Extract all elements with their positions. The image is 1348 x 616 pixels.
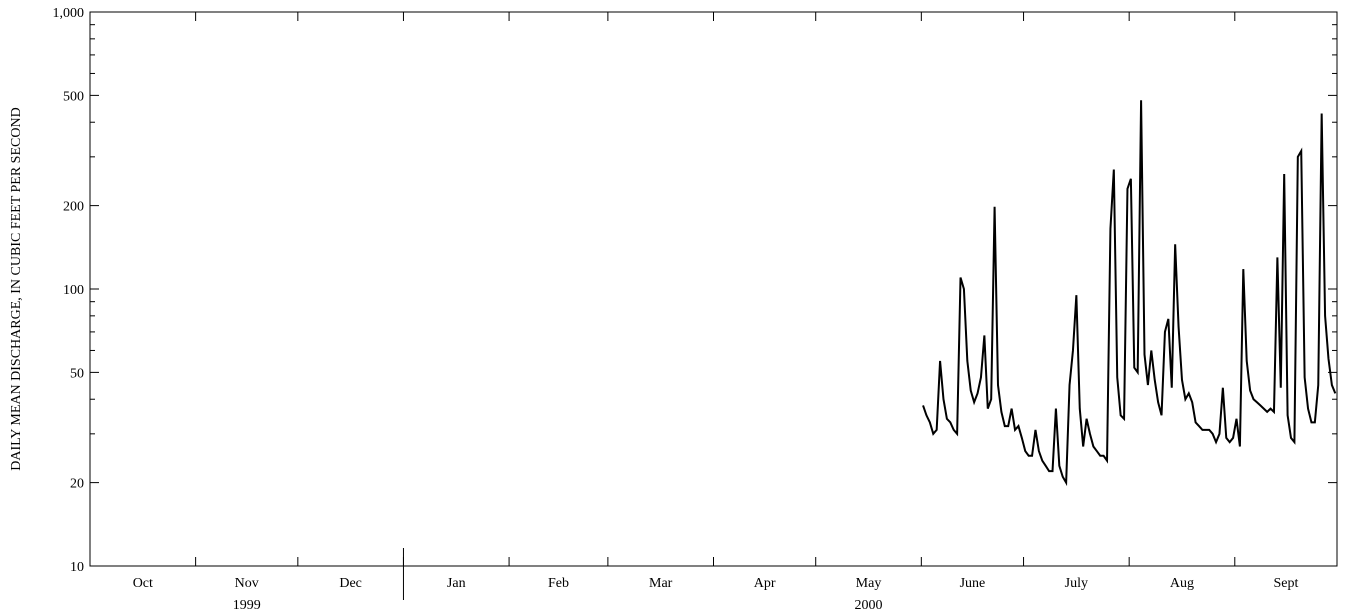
- y-tick-label: 1,000: [53, 6, 85, 21]
- y-tick-label: 20: [70, 477, 84, 492]
- y-tick-label: 50: [70, 366, 84, 381]
- x-month-label: May: [856, 576, 882, 591]
- x-year-label: 2000: [855, 598, 883, 613]
- x-month-label: Dec: [339, 576, 362, 591]
- x-month-label: July: [1065, 576, 1088, 591]
- x-month-label: Oct: [133, 576, 153, 591]
- x-year-label: 1999: [233, 598, 261, 613]
- x-month-label: Apr: [754, 576, 776, 591]
- x-month-label: June: [960, 576, 986, 591]
- x-month-label: Mar: [649, 576, 673, 591]
- y-tick-label: 500: [63, 89, 84, 104]
- plot-frame: [89, 11, 1338, 567]
- x-month-label: Aug: [1170, 576, 1194, 591]
- discharge-series-line: [922, 100, 1337, 487]
- y-axis-label: DAILY MEAN DISCHARGE, IN CUBIC FEET PER …: [9, 107, 24, 470]
- series-group: [922, 100, 1337, 487]
- x-month-label: Nov: [235, 576, 259, 591]
- y-axis: 10 20 50 100 200 500 1,000: [53, 6, 1337, 575]
- x-month-label: Sept: [1273, 576, 1298, 591]
- x-month-label: Feb: [548, 576, 569, 591]
- x-month-label: Jan: [447, 576, 466, 591]
- y-tick-label: 200: [63, 200, 84, 215]
- y-tick-label: 100: [63, 283, 84, 298]
- x-axis: Oct Nov Dec Jan Feb Mar Apr May June July Aug Sept 1…: [133, 12, 1298, 613]
- y-tick-label: 10: [70, 560, 84, 575]
